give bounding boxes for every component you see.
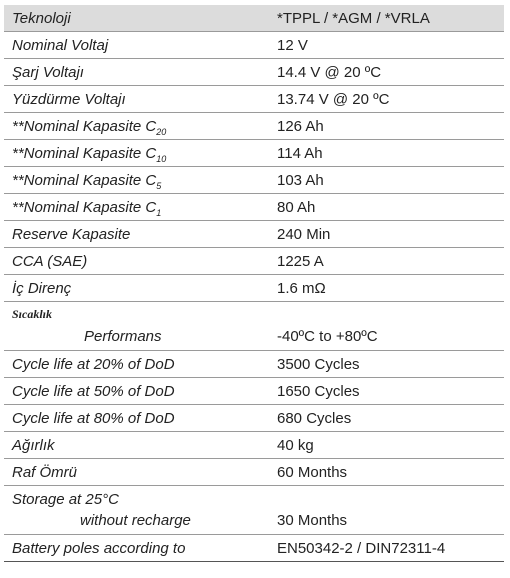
row-label: Ağırlık bbox=[12, 437, 55, 454]
table-row: Teknoloji *TPPL / *AGM / *VRLA bbox=[4, 5, 504, 32]
row-value: 114 Ah bbox=[277, 145, 323, 162]
table-row: Yüzdürme Voltajı 13.74 V @ 20 ºC bbox=[4, 86, 504, 113]
table-row: CCA (SAE) 1225 A bbox=[4, 248, 504, 275]
table-row: **Nominal Kapasite C1 80 Ah bbox=[4, 194, 504, 221]
row-label: Şarj Voltajı bbox=[12, 64, 84, 81]
label-text: Ağırlık bbox=[12, 437, 55, 454]
label-text: Reserve Kapasite bbox=[12, 226, 131, 243]
label-text: **Nominal Kapasite C bbox=[12, 118, 157, 135]
row-label-line2: Performans bbox=[84, 328, 162, 345]
label-text: Teknoloji bbox=[12, 10, 71, 27]
row-label: Nominal Voltaj bbox=[12, 37, 108, 54]
table-row: Reserve Kapasite 240 Min bbox=[4, 221, 504, 248]
label-text: Cycle life at 20% of DoD bbox=[12, 356, 175, 373]
row-label: Raf Ömrü bbox=[12, 464, 77, 481]
label-text: **Nominal Kapasite C bbox=[12, 145, 157, 162]
row-label: Cycle life at 80% of DoD bbox=[12, 410, 175, 427]
table-row: Raf Ömrü 60 Months bbox=[4, 459, 504, 486]
table-row: **Nominal Kapasite C5 103 Ah bbox=[4, 167, 504, 194]
row-label: Teknoloji bbox=[12, 10, 71, 27]
label-text: İç Direnç bbox=[12, 280, 72, 297]
row-value: 80 Ah bbox=[277, 199, 316, 216]
row-label: **Nominal Kapasite C20 bbox=[12, 118, 166, 137]
label-text: **Nominal Kapasite C bbox=[12, 199, 157, 216]
table-row: **Nominal Kapasite C20 126 Ah bbox=[4, 113, 504, 140]
table-row: Cycle life at 50% of DoD 1650 Cycles bbox=[4, 378, 504, 405]
row-value: 1.6 mΩ bbox=[277, 280, 326, 297]
row-label: **Nominal Kapasite C10 bbox=[12, 145, 166, 164]
row-label: Yüzdürme Voltajı bbox=[12, 91, 126, 108]
table-row: **Nominal Kapasite C10 114 Ah bbox=[4, 140, 504, 167]
row-value: 13.74 V @ 20 ºC bbox=[277, 91, 390, 108]
table-row: Storage at 25°C 30 Months without recharge bbox=[4, 486, 504, 535]
table-row: Cycle life at 20% of DoD 3500 Cycles bbox=[4, 351, 504, 378]
label-text: Sıcaklık bbox=[12, 307, 53, 321]
label-text: Raf Ömrü bbox=[12, 464, 78, 481]
label-text: Nominal Voltaj bbox=[12, 37, 109, 54]
row-label: **Nominal Kapasite C1 bbox=[12, 199, 161, 218]
row-value: -40ºC to +80ºC bbox=[277, 328, 378, 345]
label-text: Storage at 25°C bbox=[12, 491, 119, 508]
row-value: 3500 Cycles bbox=[277, 356, 360, 373]
row-value: 126 Ah bbox=[277, 118, 324, 135]
label-subscript: 10 bbox=[156, 154, 167, 164]
row-value: 1225 A bbox=[277, 253, 324, 270]
row-label: Cycle life at 50% of DoD bbox=[12, 383, 175, 400]
row-value: 12 V bbox=[277, 37, 308, 54]
row-value: 30 Months bbox=[277, 512, 348, 529]
row-label-line2: without recharge bbox=[80, 512, 191, 529]
label-text: Şarj Voltajı bbox=[12, 64, 84, 81]
label-text: Cycle life at 50% of DoD bbox=[12, 383, 175, 400]
row-label: **Nominal Kapasite C5 bbox=[12, 172, 161, 191]
table-row: İç Direnç 1.6 mΩ bbox=[4, 275, 504, 302]
row-value: 14.4 V @ 20 ºC bbox=[277, 64, 382, 81]
row-value: 1650 Cycles bbox=[277, 383, 360, 400]
row-label: Reserve Kapasite bbox=[12, 226, 130, 243]
row-value: 40 kg bbox=[277, 437, 314, 454]
row-label: İç Direnç bbox=[12, 280, 71, 297]
label-subscript: 5 bbox=[156, 181, 162, 191]
row-value: EN50342-2 / DIN72311-4 bbox=[277, 540, 446, 557]
row-value: *TPPL / *AGM / *VRLA bbox=[277, 10, 430, 27]
label-text: CCA (SAE) bbox=[12, 253, 88, 270]
label-subscript: 1 bbox=[156, 208, 162, 218]
row-label: Sıcaklık bbox=[12, 307, 52, 322]
label-text: **Nominal Kapasite C bbox=[12, 172, 157, 189]
row-label: Storage at 25°C bbox=[12, 491, 119, 508]
label-subscript: 20 bbox=[156, 127, 167, 137]
table-row: Ağırlık 40 kg bbox=[4, 432, 504, 459]
row-label: Battery poles according to bbox=[12, 540, 185, 557]
row-value: 103 Ah bbox=[277, 172, 324, 189]
table-row: Battery poles according to EN50342-2 / DI… bbox=[4, 535, 504, 562]
label-text: Battery poles according to bbox=[12, 540, 186, 557]
row-value: 60 Months bbox=[277, 464, 348, 481]
table-row: Nominal Voltaj 12 V bbox=[4, 32, 504, 59]
table-row: Şarj Voltajı 14.4 V @ 20 ºC bbox=[4, 59, 504, 86]
table-row: Sıcaklık -40ºC to +80ºC Performans bbox=[4, 302, 504, 351]
label-text: Cycle life at 80% of DoD bbox=[12, 410, 175, 427]
row-value: 240 Min bbox=[277, 226, 331, 243]
table-row: Cycle life at 80% of DoD 680 Cycles bbox=[4, 405, 504, 432]
row-label: Cycle life at 20% of DoD bbox=[12, 356, 175, 373]
row-label: CCA (SAE) bbox=[12, 253, 87, 270]
row-value: 680 Cycles bbox=[277, 410, 352, 427]
label-text: Yüzdürme Voltajı bbox=[12, 91, 126, 108]
